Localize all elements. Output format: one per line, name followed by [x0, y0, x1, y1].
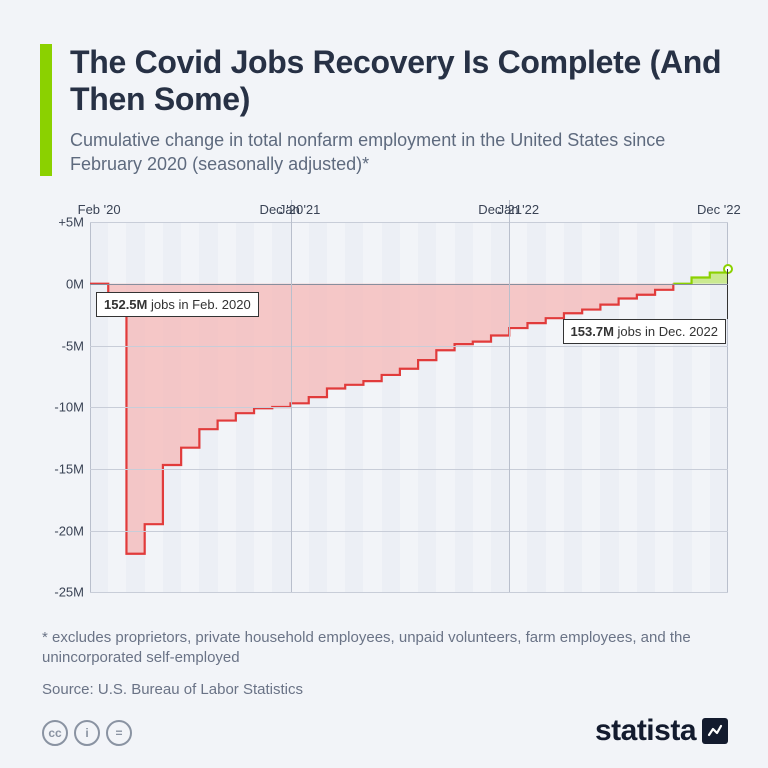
cc-badge-icon: i: [74, 720, 100, 746]
y-axis-label: -5M: [40, 338, 84, 353]
plot-area: 152.5M jobs in Feb. 2020 153.7M jobs in …: [90, 222, 728, 592]
y-axis-label: -10M: [40, 400, 84, 415]
brand-mark-icon: [702, 718, 728, 744]
brand-logo: statista: [595, 714, 728, 748]
y-axis-label: -20M: [40, 523, 84, 538]
chart-subtitle: Cumulative change in total nonfarm emplo…: [70, 128, 728, 177]
brand-text: statista: [595, 714, 696, 748]
chart: 152.5M jobs in Feb. 2020 153.7M jobs in …: [46, 202, 728, 592]
x-axis-label: Jan '22: [498, 202, 540, 217]
chart-title: The Covid Jobs Recovery Is Complete (And…: [70, 44, 728, 118]
end-marker: [723, 264, 733, 274]
footnote: * excludes proprietors, private househol…: [42, 628, 722, 669]
cc-badge-icon: cc: [42, 720, 68, 746]
x-axis-label: Jan '21: [279, 202, 321, 217]
y-axis-label: -15M: [40, 461, 84, 476]
header: The Covid Jobs Recovery Is Complete (And…: [40, 44, 728, 176]
y-axis-label: -25M: [40, 585, 84, 600]
x-axis-label: Dec '22: [697, 202, 741, 217]
y-axis-label: 0M: [40, 276, 84, 291]
source-line: Source: U.S. Bureau of Labor Statistics: [42, 681, 303, 698]
cc-badge-icon: =: [106, 720, 132, 746]
callout-end: 153.7M jobs in Dec. 2022: [563, 319, 726, 344]
x-axis-label: Feb '20: [78, 202, 121, 217]
accent-bar: [40, 44, 52, 176]
license-badges: cci=: [42, 720, 132, 746]
callout-start: 152.5M jobs in Feb. 2020: [96, 292, 259, 317]
